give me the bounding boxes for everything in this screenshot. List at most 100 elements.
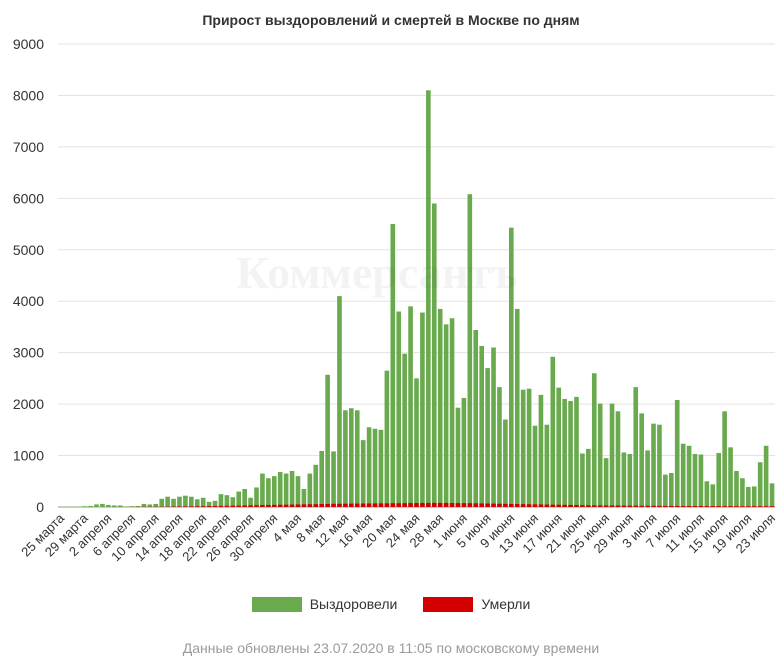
bar-deaths [526,504,532,507]
bar-recovered [538,394,544,507]
bar-deaths [408,503,413,507]
y-tick-label: 1000 [13,448,44,464]
bar-recovered [485,368,490,507]
bar-recovered [426,90,431,508]
bar-deaths [313,504,319,507]
bar-recovered [123,506,129,507]
bar-recovered [651,423,656,507]
bar-recovered [520,389,526,507]
bar-deaths [390,503,396,507]
legend-label-deaths: Умерли [481,596,531,612]
bar-recovered [639,413,644,507]
y-tick-label: 8000 [13,87,44,103]
bar-recovered [443,324,449,507]
bar-deaths [680,505,686,507]
bar-recovered [117,505,123,507]
bar-deaths [396,503,402,507]
bar-recovered [135,505,141,507]
bar-recovered [686,445,692,507]
y-tick-label: 7000 [13,139,44,155]
bar-deaths [757,506,763,507]
bar-deaths [692,506,698,507]
bar-recovered [372,428,378,507]
y-tick-label: 9000 [13,36,44,52]
chart-title: Прирост выздоровлений и смертей в Москве… [202,12,580,28]
bar-deaths [734,506,739,507]
bar-recovered [734,470,739,507]
bar-recovered [550,356,556,507]
bar-recovered [674,399,680,507]
bar-deaths [520,504,526,507]
bar-recovered [331,451,336,507]
bar-deaths [586,505,591,507]
bar-recovered [580,453,585,507]
bar-deaths [746,506,751,507]
bar-deaths [591,505,597,507]
bar-recovered [159,498,165,507]
bar-deaths [674,505,680,507]
y-tick-label: 5000 [13,242,44,258]
bar-recovered [76,506,82,507]
bar-deaths [271,504,277,507]
bar-deaths [763,506,769,507]
bar-recovered [384,370,390,507]
bar-recovered [668,473,674,507]
bar-recovered [503,419,508,507]
bar-deaths [189,506,194,507]
bar-recovered [615,411,621,507]
bar-recovered [165,496,170,507]
bar-recovered [266,478,271,507]
bar-deaths [556,504,562,507]
bar-recovered [111,505,117,507]
bar-recovered [313,464,319,507]
bar-recovered [461,397,467,507]
bar-deaths [597,505,603,507]
bar-recovered [621,452,627,507]
bar-deaths [277,504,283,507]
y-tick-label: 2000 [13,396,44,412]
legend-swatch-deaths [423,596,474,612]
bar-deaths [686,505,692,507]
bar-recovered [200,497,206,507]
bar-recovered [710,484,716,507]
bar-deaths [354,503,360,507]
bar-recovered [212,500,218,507]
legend-label-recovered: Выздоровели [309,596,398,612]
bar-recovered [129,506,135,507]
bar-deaths [431,502,437,507]
bar-recovered [153,503,159,507]
bar-recovered [740,478,745,507]
bar-recovered [183,495,188,507]
bar-recovered [698,454,704,507]
bar-deaths [479,503,484,507]
bar-recovered [378,429,384,507]
bar-recovered [106,504,111,507]
bar-deaths [467,503,473,507]
bar-recovered [271,476,277,507]
bar-deaths [740,506,745,507]
bar-deaths [437,502,443,507]
bar-recovered [343,410,348,507]
bar-recovered [402,353,407,507]
bar-deaths [514,504,520,507]
bar-recovered [657,424,662,507]
bar-deaths [627,505,633,507]
bar-recovered [189,496,194,507]
bar-recovered [627,454,633,507]
legend-item-deaths[interactable]: Умерли [423,596,530,612]
bar-deaths [668,505,674,507]
bar-recovered [586,448,591,507]
legend-item-recovered[interactable]: Выздоровели [251,596,398,612]
bar-deaths [621,505,627,507]
bar-recovered [568,401,573,507]
bar-deaths [663,505,668,507]
bar-recovered [473,330,479,507]
legend-swatch-recovered [251,596,302,612]
bar-deaths [301,504,307,507]
bar-deaths [532,504,538,507]
bar-deaths [615,505,621,507]
bar-recovered [408,306,413,507]
bar-deaths [751,506,757,507]
bar-deaths [508,503,514,507]
